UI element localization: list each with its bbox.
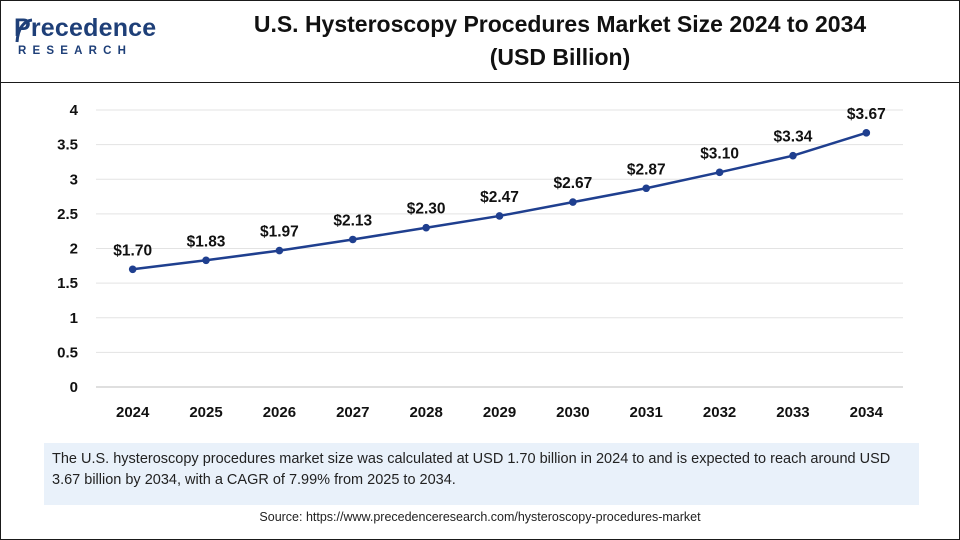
y-tick-label: 0.5	[57, 344, 78, 361]
logo-text: Precedence	[14, 14, 157, 42]
x-tick-label: 2032	[703, 404, 736, 421]
y-tick-label: 3	[70, 171, 78, 188]
data-point	[642, 184, 651, 193]
title-line-1: U.S. Hysteroscopy Procedures Market Size…	[253, 11, 867, 37]
x-tick-label: 2026	[263, 404, 296, 421]
data-point	[422, 223, 430, 232]
data-label: $3.67	[847, 106, 886, 123]
data-point	[348, 235, 357, 244]
data-point	[862, 129, 871, 137]
data-label: $2.30	[407, 201, 446, 218]
data-label: $1.97	[260, 224, 299, 241]
data-point	[275, 246, 284, 255]
data-label: $3.34	[774, 129, 813, 146]
x-tick-label: 2028	[409, 404, 442, 421]
x-tick-label: 2034	[850, 404, 884, 421]
x-tick-label: 2024	[116, 404, 150, 421]
y-tick-label: 1.5	[57, 275, 78, 292]
brand-logo: Precedence RESEARCH	[14, 14, 164, 70]
data-point	[495, 212, 504, 220]
data-point	[715, 168, 724, 177]
y-tick-label: 3.5	[57, 137, 78, 154]
x-tick-label: 2030	[556, 404, 589, 421]
x-tick-label: 2033	[776, 404, 809, 421]
logo-subtext: RESEARCH	[18, 45, 133, 57]
data-label: $2.67	[553, 175, 592, 192]
x-tick-label: 2031	[630, 404, 663, 421]
y-tick-label: 1	[70, 310, 78, 327]
header: Precedence RESEARCH U.S. Hysteroscopy Pr…	[0, 0, 960, 83]
data-label: $2.47	[480, 189, 519, 206]
data-point	[569, 198, 577, 206]
data-label: $3.10	[700, 145, 739, 162]
y-tick-label: 2.5	[57, 206, 78, 223]
data-point	[789, 151, 797, 160]
page-title: U.S. Hysteroscopy Procedures Market Size…	[200, 8, 920, 74]
y-tick-label: 4	[70, 102, 79, 119]
line-chart: 0 0.5 1 1.5 2 2.5 3 3.5 4 2024 2025 2026 2027 2028 202…	[57, 102, 903, 421]
summary-note: The U.S. hysteroscopy procedures market …	[44, 443, 919, 505]
y-tick-label: 0	[70, 379, 78, 396]
data-label: $2.13	[333, 212, 372, 229]
source-text: Source: https://www.precedenceresearch.c…	[259, 510, 701, 524]
data-point	[202, 256, 210, 265]
data-label: $1.70	[113, 242, 152, 259]
data-label: $1.83	[187, 233, 226, 250]
logo-swoosh-icon	[15, 18, 33, 43]
title-line-2: (USD Billion)	[489, 44, 631, 70]
x-tick-label: 2025	[189, 404, 222, 421]
y-tick-label: 2	[70, 241, 78, 258]
data-label: $2.87	[627, 161, 666, 178]
data-point	[128, 265, 137, 274]
x-tick-label: 2029	[483, 404, 516, 421]
x-tick-label: 2027	[336, 404, 369, 421]
